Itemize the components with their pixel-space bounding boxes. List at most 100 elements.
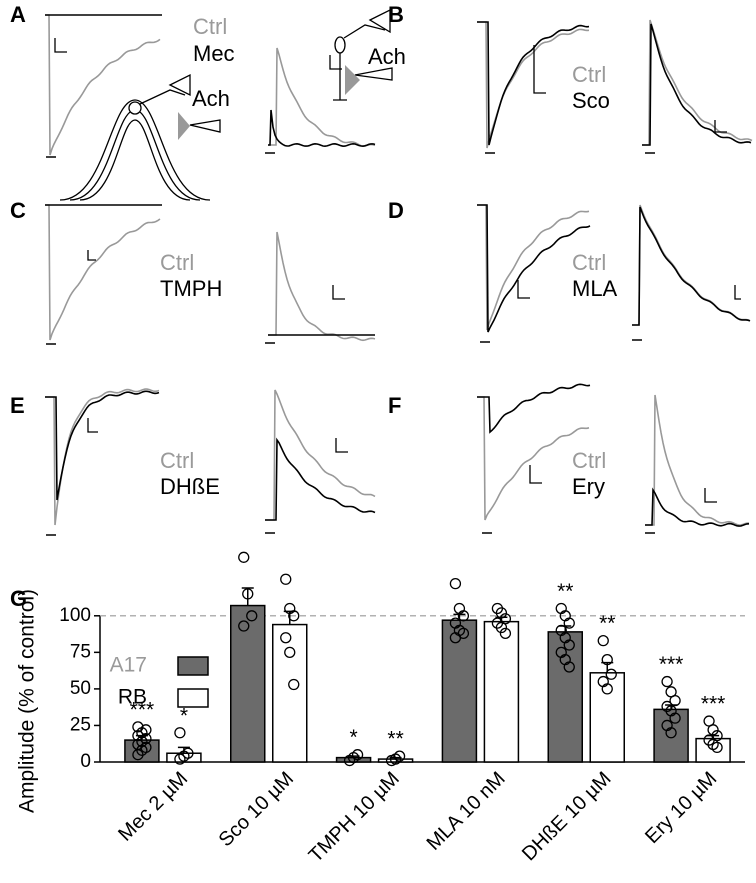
data-point xyxy=(669,712,681,724)
trace xyxy=(632,206,751,326)
significance: *** xyxy=(659,653,684,676)
data-point xyxy=(288,678,300,691)
x-tick-label: Sco 10 µM xyxy=(215,768,298,851)
scale-bar xyxy=(87,250,96,261)
bar xyxy=(653,708,689,763)
panel-label: F xyxy=(388,393,401,418)
data-point xyxy=(351,749,364,761)
data-point xyxy=(449,577,462,590)
significance: *** xyxy=(130,698,155,721)
data-point xyxy=(238,551,250,563)
data-point xyxy=(563,639,575,651)
bar-chart: 0 25 50 75 100 Amplitude (% of control) Mec 2 … xyxy=(16,551,745,867)
ctrl-label: Ctrl xyxy=(193,14,227,39)
legend-swatch xyxy=(177,656,209,676)
y-tick-label: 75 xyxy=(70,641,91,662)
scale-bar xyxy=(335,438,348,453)
y-tick-label: 100 xyxy=(59,605,91,626)
scale-bar xyxy=(87,418,98,433)
drug-label: MLA xyxy=(572,276,618,301)
data-point xyxy=(707,724,719,736)
data-point xyxy=(495,621,508,634)
y-tick-label: 50 xyxy=(70,678,91,699)
ctrl-label: Ctrl xyxy=(160,250,194,275)
trace xyxy=(477,383,591,434)
data-point xyxy=(242,588,254,600)
data-point xyxy=(661,675,673,688)
data-point xyxy=(280,632,292,644)
error-bar xyxy=(241,587,254,606)
trace xyxy=(45,388,160,526)
panel-label: E xyxy=(10,393,25,418)
trace xyxy=(45,14,161,156)
significance: ** xyxy=(557,580,573,603)
trace xyxy=(268,109,376,148)
ctrl-label: Ctrl xyxy=(572,448,606,473)
data-point xyxy=(238,620,250,632)
ach-label: Ach xyxy=(368,44,406,69)
data-point xyxy=(601,654,613,666)
data-point xyxy=(597,634,609,647)
data-point xyxy=(495,607,508,619)
scale-bar xyxy=(517,280,530,299)
data-point xyxy=(605,668,617,680)
data-point xyxy=(280,573,292,585)
panel-label: D xyxy=(388,198,404,223)
trace xyxy=(45,204,161,341)
panel-label: B xyxy=(388,2,404,27)
legend-label: RB xyxy=(118,686,147,709)
bar xyxy=(230,604,266,763)
scale-bar xyxy=(533,45,546,94)
ach-puff xyxy=(345,65,360,95)
data-point xyxy=(132,721,144,733)
trace xyxy=(45,390,160,501)
ach-label: Ach xyxy=(192,86,230,111)
scale-bar xyxy=(54,38,67,53)
trace xyxy=(265,437,376,521)
y-tick-label: 25 xyxy=(70,714,91,735)
ctrl-label: Ctrl xyxy=(572,62,606,87)
drug-label: DHßE xyxy=(160,474,220,499)
drug-label: TMPH xyxy=(160,276,222,301)
trace xyxy=(642,19,753,146)
trace xyxy=(265,389,376,521)
traces xyxy=(45,14,753,536)
bar xyxy=(483,620,520,763)
y-axis-label: Amplitude (% of control) xyxy=(16,589,39,813)
significance: ** xyxy=(387,728,403,751)
scale-bar xyxy=(714,120,727,133)
data-point xyxy=(284,646,296,658)
bar xyxy=(441,619,478,763)
data-point xyxy=(563,661,575,673)
data-point xyxy=(140,724,152,736)
significance: * xyxy=(180,704,188,727)
data-point xyxy=(174,727,186,739)
data-point xyxy=(711,741,723,754)
y-tick-label: 0 xyxy=(80,751,91,772)
data-point xyxy=(669,694,681,707)
data-point xyxy=(449,632,462,644)
data-point xyxy=(457,610,470,622)
data-point xyxy=(601,683,613,695)
significance: *** xyxy=(701,693,726,716)
drug-label: Mec xyxy=(193,41,235,66)
data-point xyxy=(140,732,152,745)
ctrl-label: Ctrl xyxy=(572,250,606,275)
x-tick-label: TMPH 10 µM xyxy=(305,768,404,867)
trace xyxy=(642,23,752,146)
x-tick-label: Ery 10 µM xyxy=(641,768,721,848)
data-point xyxy=(140,741,152,754)
schematic xyxy=(59,8,393,201)
scale-bar xyxy=(329,55,342,70)
legend-label: A17 xyxy=(110,654,147,677)
data-point xyxy=(182,747,194,759)
drug-label: Sco xyxy=(572,88,610,113)
bar xyxy=(547,631,583,763)
trace xyxy=(645,394,750,526)
scale-bar xyxy=(734,285,741,300)
bar xyxy=(272,623,308,763)
data-point xyxy=(393,750,406,762)
bar xyxy=(589,672,625,763)
trace xyxy=(477,204,590,331)
